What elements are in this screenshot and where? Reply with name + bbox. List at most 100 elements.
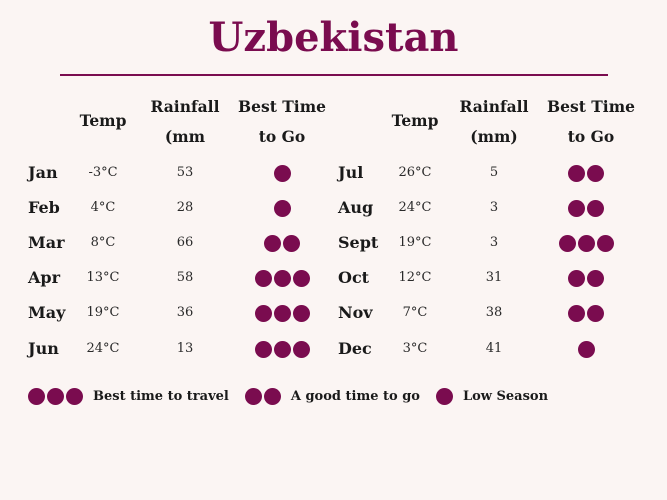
rating-dots (536, 266, 636, 290)
rating-dot (244, 387, 262, 405)
header-rainfall-line1: Rainfall (150, 97, 220, 116)
temp-value: 7°C (402, 305, 428, 320)
rain-value: 5 (489, 165, 499, 180)
rating-dot (263, 387, 281, 405)
temp-value: 13°C (86, 270, 120, 285)
rating-dot (577, 234, 595, 252)
rating-dot (292, 269, 310, 287)
legend-label-low: Low Season (462, 388, 549, 404)
month-label: Aug (338, 198, 374, 217)
month-label: Feb (28, 198, 60, 217)
temp-value: 26°C (398, 165, 432, 180)
rating-dot (28, 387, 45, 405)
rain-value: 53 (176, 165, 194, 180)
rating-dot (283, 234, 300, 252)
rating-dot (273, 199, 291, 217)
rating-dot (273, 340, 291, 358)
legend-dots-low (435, 387, 453, 405)
rating-dot (47, 387, 64, 405)
legend-label-best: Best time to travel (93, 388, 229, 404)
page-title: Uzbekistan (208, 14, 459, 61)
rating-dot (596, 234, 614, 252)
rating-dot (558, 234, 576, 252)
temp-value: 12°C (398, 270, 432, 285)
rating-dots (536, 301, 636, 325)
temp-value: 3°C (402, 341, 428, 356)
rain-value: 36 (176, 305, 194, 320)
header-best-line2: to Go (567, 127, 615, 146)
header-rainfall-line2: (mm (164, 127, 206, 146)
month-label: Mar (28, 233, 65, 252)
temp-value: 24°C (86, 341, 120, 356)
rating-dot (435, 387, 453, 405)
rating-dot (254, 304, 272, 322)
rain-value: 38 (485, 305, 503, 320)
header-best-line2: to Go (258, 127, 306, 146)
month-label: Dec (338, 339, 372, 358)
header-rainfall-line2: (mm) (470, 127, 518, 146)
rain-value: 3 (489, 235, 499, 250)
header-rainfall-left: Rainfall (mm (145, 92, 225, 152)
rain-value: 28 (176, 200, 194, 215)
rating-dot (568, 164, 585, 182)
month-label: May (28, 303, 66, 322)
rating-dot (273, 269, 291, 287)
header-best-line1: Best Time (238, 97, 326, 116)
rating-dot (254, 340, 272, 358)
rating-dot (587, 164, 604, 182)
header-rainfall-line1: Rainfall (459, 97, 529, 116)
header-temp-right: Temp (391, 111, 439, 130)
rating-dot (264, 234, 281, 252)
rating-dot (568, 269, 585, 287)
rain-value: 31 (485, 270, 503, 285)
rain-value: 66 (176, 235, 194, 250)
rating-dot (587, 199, 604, 217)
rating-dot (587, 304, 604, 322)
rating-dots (536, 161, 636, 185)
legend-dots-best (28, 387, 83, 405)
header-rainfall-right: Rainfall (mm) (454, 92, 534, 152)
rating-dot (568, 304, 585, 322)
month-label: Jan (28, 163, 58, 182)
rating-dot (292, 304, 310, 322)
month-label: Apr (28, 268, 61, 287)
rating-dots (232, 337, 332, 361)
header-best-time-right: Best Time to Go (541, 92, 641, 152)
month-label: Jul (338, 163, 364, 182)
rating-dots (232, 196, 332, 220)
month-label: Sept (338, 233, 379, 252)
header-best-time-left: Best Time to Go (232, 92, 332, 152)
month-label: Oct (338, 268, 370, 287)
rating-dots (232, 161, 332, 185)
rating-dot (66, 387, 83, 405)
legend-dots-good (244, 387, 281, 405)
rating-dot (273, 164, 291, 182)
month-label: Jun (28, 339, 59, 358)
rating-dot (568, 199, 585, 217)
legend-label-good: A good time to go (290, 388, 420, 404)
temp-value: 8°C (90, 235, 116, 250)
rating-dot (292, 340, 310, 358)
temp-value: 19°C (398, 235, 432, 250)
rating-dots (536, 337, 636, 361)
rating-dot (587, 269, 604, 287)
temp-value: -3°C (88, 165, 118, 180)
rating-dot (273, 304, 291, 322)
rating-dot (254, 269, 272, 287)
rating-dots (536, 196, 636, 220)
rain-value: 13 (176, 341, 194, 356)
temp-value: 4°C (90, 200, 116, 215)
rating-dots (232, 301, 332, 325)
month-label: Nov (338, 303, 373, 322)
rating-dots (536, 231, 636, 255)
legend: Best time to travel A good time to go Lo… (28, 384, 564, 408)
rating-dot (577, 340, 595, 358)
rating-dots (232, 266, 332, 290)
rating-dots (232, 231, 332, 255)
header-best-line1: Best Time (547, 97, 635, 116)
rain-value: 58 (176, 270, 194, 285)
temp-value: 24°C (398, 200, 432, 215)
rain-value: 41 (485, 341, 503, 356)
header-temp-left: Temp (79, 111, 127, 130)
temp-value: 19°C (86, 305, 120, 320)
